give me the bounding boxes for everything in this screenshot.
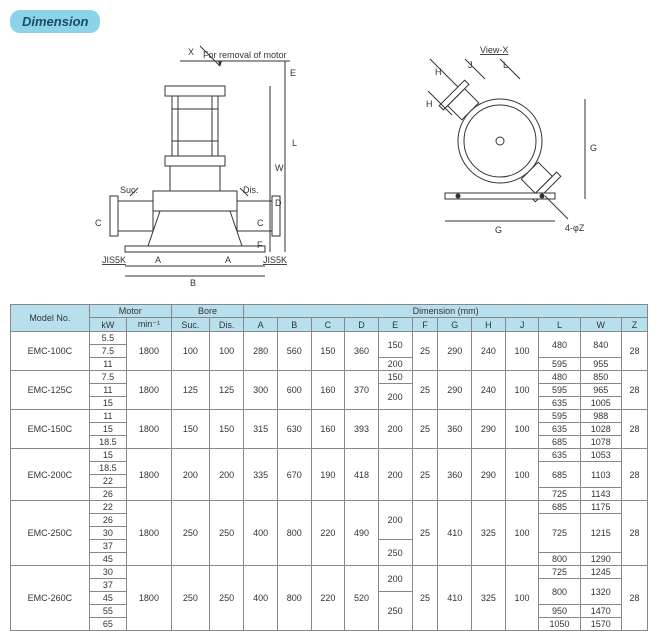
sub-header: H	[472, 318, 506, 332]
sub-header: A	[244, 318, 278, 332]
label-a2: A	[225, 255, 231, 265]
label-4phi: 4-φZ	[565, 223, 585, 233]
label-h2: H	[426, 99, 433, 109]
label-removal: For removal of motor	[203, 50, 287, 60]
label-c: C	[95, 218, 102, 228]
label-h1: H	[435, 67, 442, 77]
sub-header: kW	[89, 318, 126, 332]
label-w: W	[275, 163, 284, 173]
label-jis1: JIS5K	[102, 255, 126, 265]
model-cell: EMC-200C	[11, 449, 90, 501]
label-x: X	[188, 47, 194, 57]
model-cell: EMC-100C	[11, 332, 90, 371]
table-row: EMC-200C15180020020033567019041820025360…	[11, 449, 648, 462]
label-b: B	[190, 278, 196, 288]
sub-header: C	[311, 318, 345, 332]
label-c2: C	[257, 218, 264, 228]
sub-header: D	[345, 318, 379, 332]
label-d: D	[275, 198, 282, 208]
col-dim: Dimension (mm)	[244, 305, 648, 318]
label-l2: L	[503, 60, 508, 70]
label-l: L	[292, 138, 297, 148]
dimension-table: Model No. Motor Bore Dimension (mm) kWmi…	[10, 304, 648, 631]
sub-header: J	[505, 318, 539, 332]
sub-header: min⁻¹	[127, 318, 172, 332]
sub-header: E	[378, 318, 412, 332]
col-model: Model No.	[11, 305, 90, 332]
sub-header: Dis.	[209, 318, 243, 332]
table-row: EMC-100C5.518001001002805601503601502529…	[11, 332, 648, 345]
label-jis2: JIS5K	[263, 255, 287, 265]
sub-header: L	[539, 318, 580, 332]
table-row: EMC-125C7.518001251253006001603701502529…	[11, 371, 648, 384]
col-motor: Motor	[89, 305, 171, 318]
label-f: F	[257, 240, 263, 250]
sub-header: G	[438, 318, 472, 332]
label-j: J	[468, 60, 473, 70]
table-header: Model No. Motor Bore Dimension (mm) kWmi…	[11, 305, 648, 332]
sub-header: Suc.	[171, 318, 209, 332]
section-title: Dimension	[10, 10, 100, 33]
table-row: EMC-260C30180025025040080022052020025410…	[11, 566, 648, 579]
label-viewx: View-X	[480, 45, 508, 55]
sub-header: W	[580, 318, 621, 332]
model-cell: EMC-150C	[11, 410, 90, 449]
table-row: EMC-150C11180015015031563016039320025360…	[11, 410, 648, 423]
label-g2: G	[495, 225, 502, 235]
label-e: E	[290, 68, 296, 78]
sub-header: Z	[621, 318, 647, 332]
model-cell: EMC-260C	[11, 566, 90, 631]
front-view-diagram: X For removal of motor E	[70, 41, 350, 294]
top-view-diagram: View-X H J L	[390, 41, 620, 294]
diagram-area: X For removal of motor E	[10, 41, 648, 294]
label-a1: A	[155, 255, 161, 265]
sub-header: B	[277, 318, 311, 332]
sub-header: F	[412, 318, 438, 332]
table-row: EMC-250C22180025025040080022049020025410…	[11, 501, 648, 514]
model-cell: EMC-250C	[11, 501, 90, 566]
model-cell: EMC-125C	[11, 371, 90, 410]
col-bore: Bore	[171, 305, 244, 318]
label-g1: G	[590, 143, 597, 153]
